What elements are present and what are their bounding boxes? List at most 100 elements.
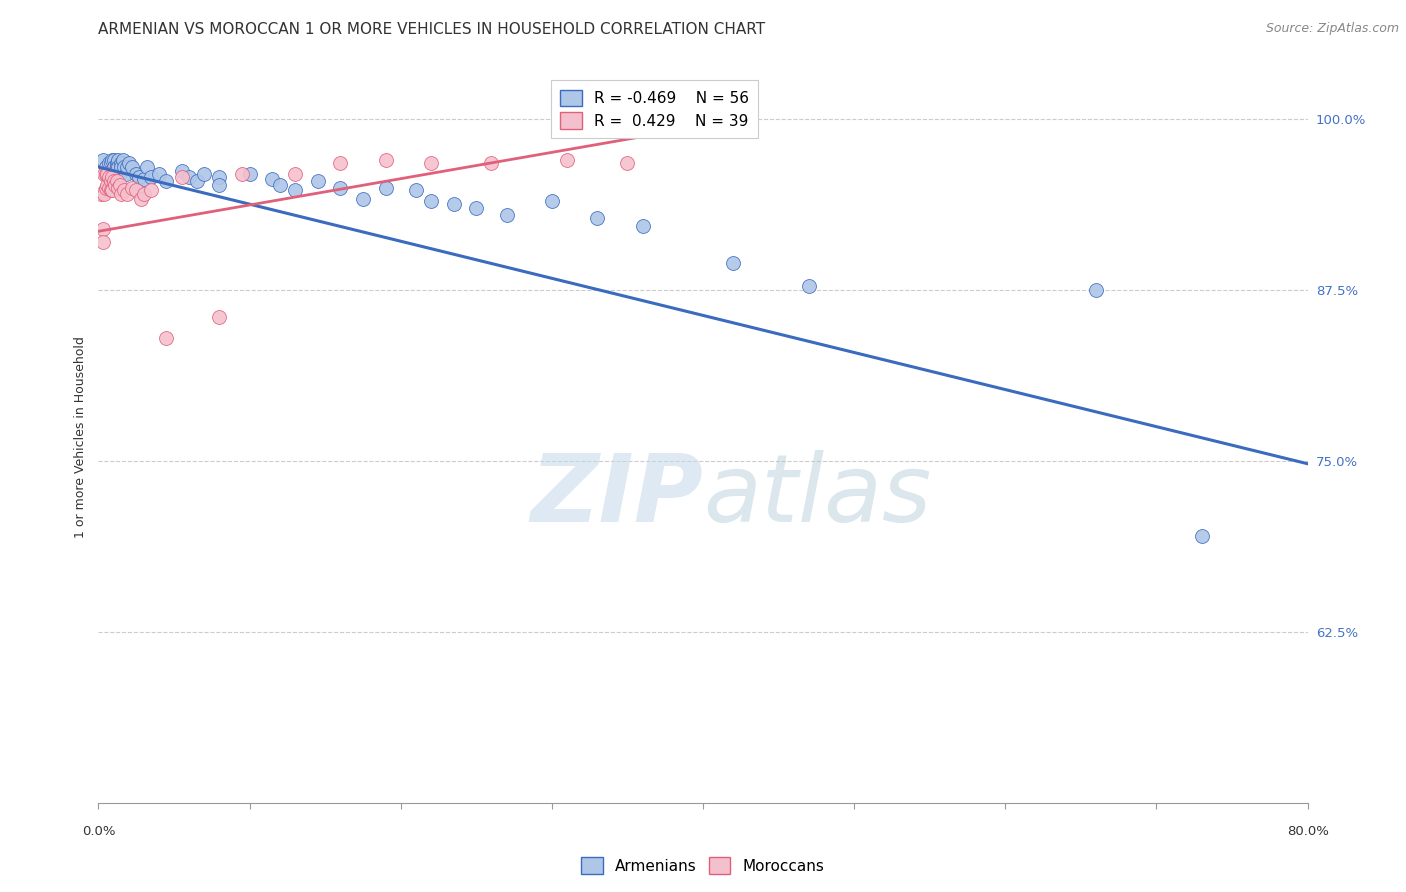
- Point: [96, 167, 118, 181]
- Point: [231, 167, 253, 181]
- Point: [101, 183, 124, 197]
- Point: [107, 160, 129, 174]
- Point: [170, 164, 193, 178]
- Point: [307, 174, 329, 188]
- Point: [586, 211, 609, 225]
- Point: [98, 180, 121, 194]
- Point: [443, 197, 465, 211]
- Point: [105, 174, 128, 188]
- Point: [100, 174, 122, 188]
- Point: [96, 178, 118, 192]
- Y-axis label: 1 or more Vehicles in Household: 1 or more Vehicles in Household: [75, 336, 87, 538]
- Point: [98, 169, 121, 184]
- Point: [107, 153, 129, 168]
- Point: [91, 221, 114, 235]
- Point: [115, 187, 138, 202]
- Point: [132, 187, 155, 202]
- Point: [465, 201, 488, 215]
- Point: [111, 153, 134, 168]
- Point: [121, 160, 143, 174]
- Text: Source: ZipAtlas.com: Source: ZipAtlas.com: [1265, 22, 1399, 36]
- Text: 0.0%: 0.0%: [82, 825, 115, 838]
- Point: [193, 167, 215, 181]
- Point: [100, 156, 122, 170]
- Point: [797, 279, 820, 293]
- Point: [141, 169, 163, 184]
- Point: [103, 174, 125, 188]
- Point: [125, 183, 148, 197]
- Point: [104, 178, 127, 192]
- Text: ZIP: ZIP: [530, 450, 703, 541]
- Point: [631, 219, 654, 233]
- Point: [108, 167, 131, 181]
- Point: [115, 160, 138, 174]
- Legend: Armenians, Moroccans: Armenians, Moroccans: [575, 851, 831, 880]
- Point: [94, 180, 117, 194]
- Point: [208, 310, 231, 325]
- Point: [420, 156, 443, 170]
- Point: [108, 178, 131, 192]
- Point: [98, 156, 121, 170]
- Point: [405, 183, 427, 197]
- Point: [555, 153, 578, 168]
- Point: [91, 153, 114, 168]
- Point: [329, 156, 352, 170]
- Point: [129, 192, 152, 206]
- Point: [374, 180, 396, 194]
- Point: [269, 178, 291, 192]
- Point: [284, 167, 307, 181]
- Text: ARMENIAN VS MOROCCAN 1 OR MORE VEHICLES IN HOUSEHOLD CORRELATION CHART: ARMENIAN VS MOROCCAN 1 OR MORE VEHICLES …: [98, 22, 765, 37]
- Point: [105, 160, 128, 174]
- Point: [91, 235, 114, 250]
- Point: [723, 256, 745, 270]
- Text: 80.0%: 80.0%: [1286, 825, 1329, 838]
- Point: [141, 183, 163, 197]
- Point: [616, 156, 638, 170]
- Point: [93, 167, 115, 181]
- Point: [420, 194, 443, 209]
- Point: [100, 183, 122, 197]
- Point: [103, 160, 125, 174]
- Point: [94, 167, 117, 181]
- Point: [155, 331, 177, 345]
- Point: [101, 169, 124, 184]
- Point: [112, 183, 135, 197]
- Point: [208, 178, 231, 192]
- Point: [112, 160, 135, 174]
- Point: [495, 208, 517, 222]
- Point: [262, 172, 284, 186]
- Point: [110, 160, 132, 174]
- Point: [94, 160, 117, 174]
- Point: [125, 167, 148, 181]
- Point: [100, 164, 122, 178]
- Point: [1191, 529, 1213, 543]
- Point: [110, 156, 132, 170]
- Point: [118, 156, 141, 170]
- Point: [481, 156, 503, 170]
- Point: [374, 153, 396, 168]
- Legend: R = -0.469    N = 56, R =  0.429    N = 39: R = -0.469 N = 56, R = 0.429 N = 39: [551, 80, 758, 138]
- Point: [352, 192, 374, 206]
- Point: [103, 167, 125, 181]
- Point: [121, 180, 143, 194]
- Point: [96, 167, 118, 181]
- Text: atlas: atlas: [703, 450, 931, 541]
- Point: [93, 187, 115, 202]
- Point: [540, 194, 562, 209]
- Point: [107, 180, 129, 194]
- Point: [179, 169, 201, 184]
- Point: [170, 169, 193, 184]
- Point: [132, 172, 155, 186]
- Point: [155, 174, 177, 188]
- Point: [105, 156, 128, 170]
- Point: [208, 169, 231, 184]
- Point: [239, 167, 262, 181]
- Point: [1085, 283, 1108, 297]
- Point: [110, 187, 132, 202]
- Point: [90, 187, 112, 202]
- Point: [128, 169, 150, 184]
- Point: [186, 174, 208, 188]
- Point: [329, 180, 352, 194]
- Point: [148, 167, 170, 181]
- Point: [114, 167, 136, 181]
